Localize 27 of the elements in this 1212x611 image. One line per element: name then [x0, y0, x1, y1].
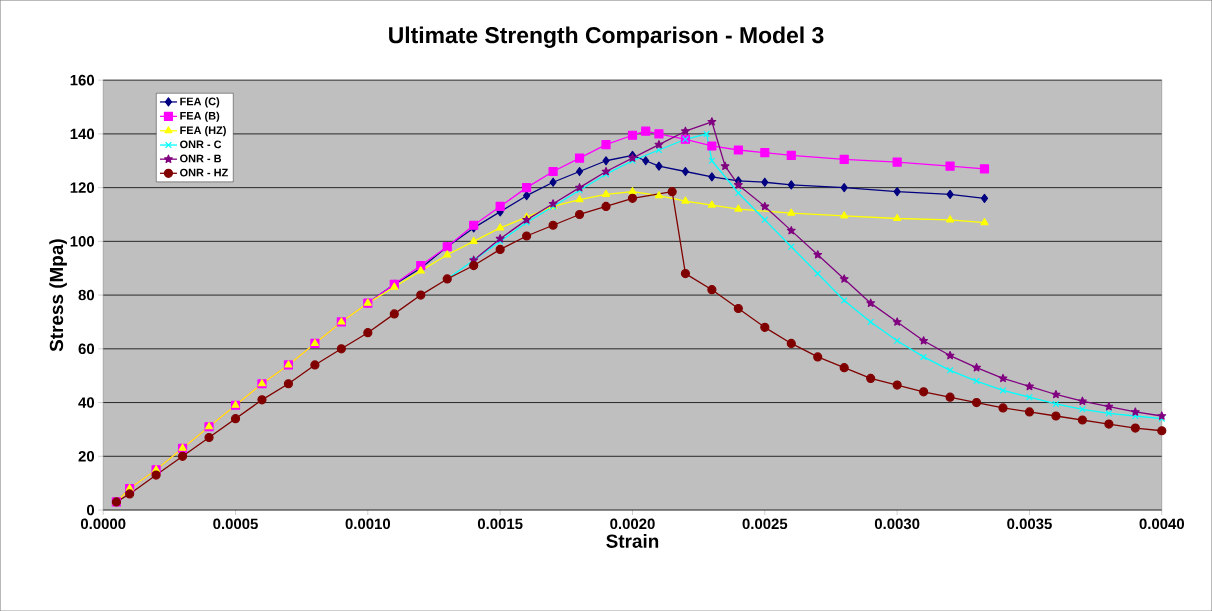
- y-tick-label: 160: [70, 74, 95, 86]
- legend-label: FEA (HZ): [180, 125, 226, 137]
- x-tick-label: 0.0030: [874, 518, 920, 530]
- x-tick-label: 0.0000: [80, 518, 126, 530]
- x-tick-label: 0.0020: [610, 518, 655, 530]
- legend-label: ONR - HZ: [180, 168, 228, 177]
- x-tick-label: 0.0005: [213, 518, 258, 530]
- chart-title: Ultimate Strength Comparison - Model 3: [389, 26, 824, 48]
- y-tick-label: 60: [78, 343, 95, 355]
- y-tick-label: 40: [78, 397, 95, 408]
- legend-label: ONR - C: [180, 140, 222, 149]
- x-axis-title: Strain: [606, 533, 659, 548]
- y-tick-label: 0: [86, 504, 95, 516]
- x-tick-label: 0.0025: [742, 518, 788, 530]
- y-tick-label: 120: [70, 182, 95, 193]
- y-tick-label: 20: [78, 450, 95, 462]
- y-tick-label: 100: [70, 235, 95, 247]
- legend-label: FEA (B): [180, 111, 220, 122]
- x-tick-label: 0.0040: [1139, 518, 1185, 530]
- y-axis-title: Stress (Mpa): [49, 239, 67, 352]
- legend-label: FEA (C): [180, 97, 220, 108]
- y-tick-label: 80: [78, 289, 95, 301]
- y-tick-label: 140: [70, 128, 95, 140]
- legend-label: ONR - B: [180, 154, 222, 163]
- x-tick-label: 0.0010: [345, 518, 391, 530]
- x-tick-label: 0.0035: [1007, 518, 1052, 530]
- x-tick-label: 0.0015: [477, 518, 523, 530]
